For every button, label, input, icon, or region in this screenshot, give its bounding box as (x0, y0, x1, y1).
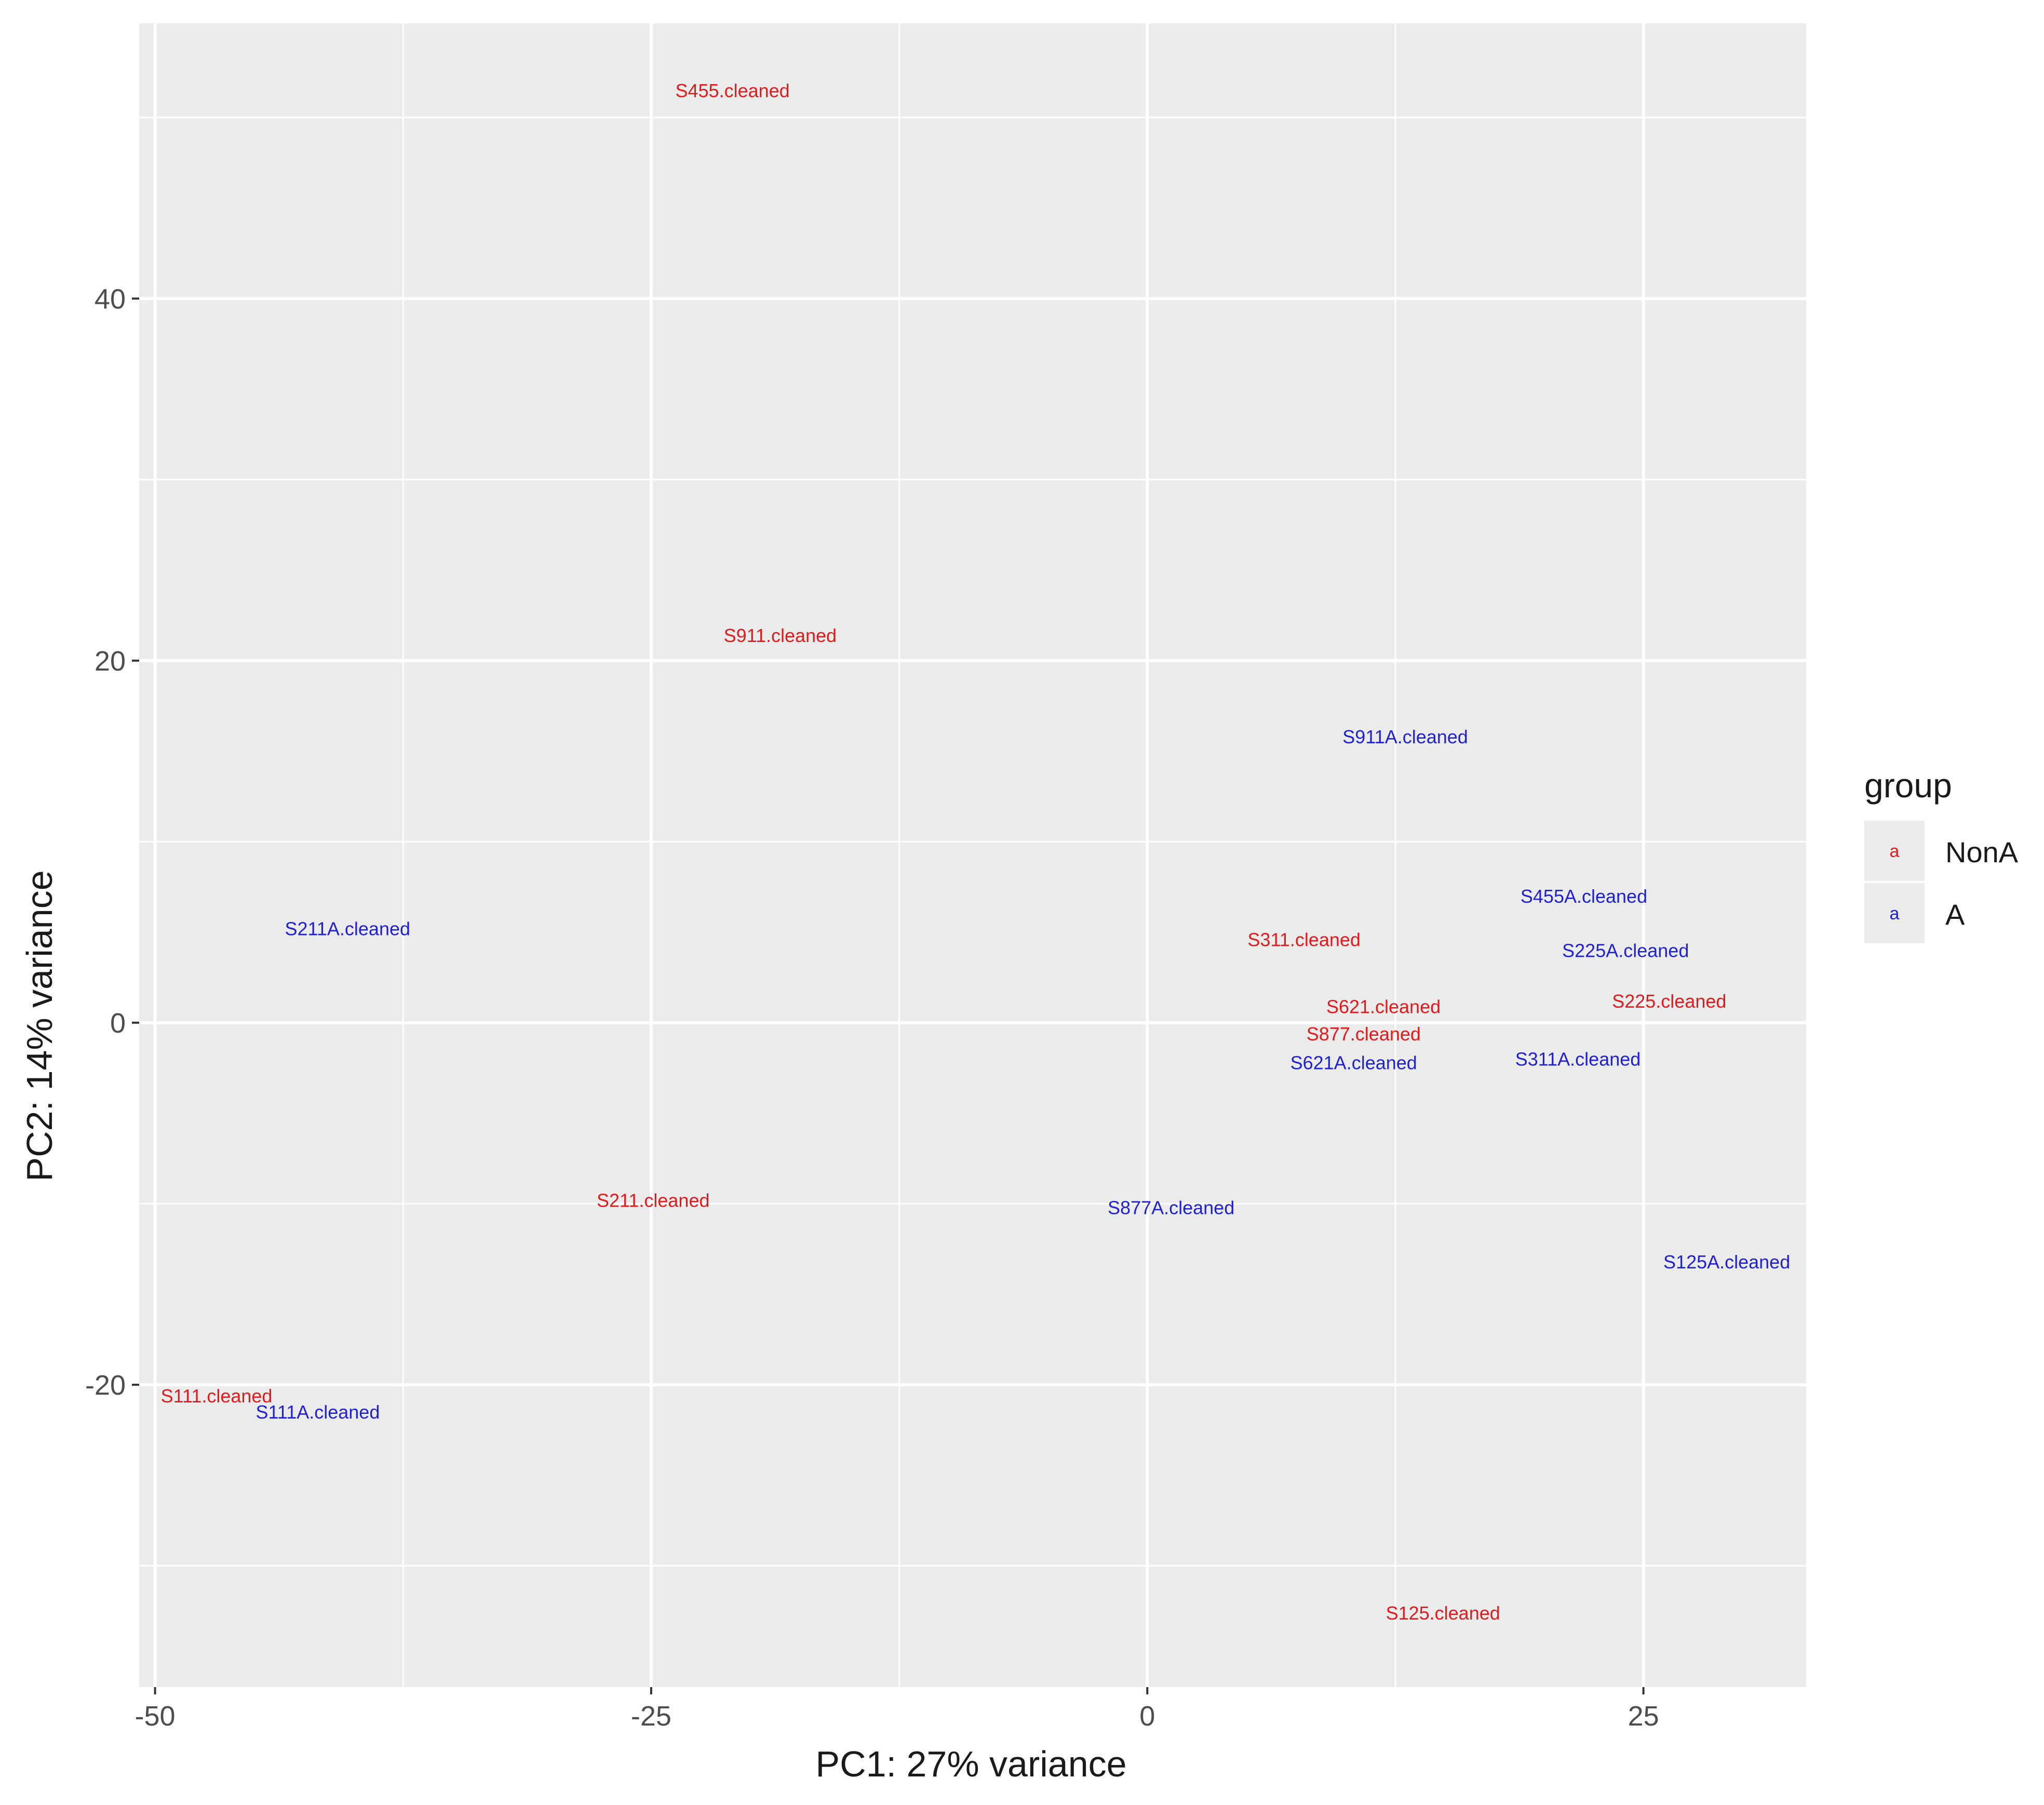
point-label-s911a-cleaned: S911A.cleaned (1342, 726, 1468, 747)
legend-title: group (1864, 766, 1952, 805)
point-label-s211-cleaned: S211.cleaned (597, 1189, 710, 1211)
y-tick-label: 40 (95, 284, 126, 315)
legend-key-a-bg (1864, 883, 1925, 943)
plot-panel (139, 23, 1806, 1687)
x-axis-title: PC1: 27% variance (815, 1744, 1126, 1784)
y-tick-label: 0 (110, 1008, 126, 1039)
x-tick-label: 0 (1139, 1701, 1155, 1732)
point-label-s125-cleaned: S125.cleaned (1386, 1602, 1500, 1624)
point-label-s211a-cleaned: S211A.cleaned (285, 918, 410, 940)
point-label-s125a-cleaned: S125A.cleaned (1663, 1251, 1790, 1273)
axis-ticks: -50 -25 0 25 -20 0 20 40 (85, 284, 1659, 1732)
x-tick-label: -25 (631, 1701, 671, 1732)
legend-label-nona: NonA (1945, 836, 2019, 868)
point-label-s455-cleaned: S455.cleaned (676, 80, 790, 101)
point-label-s111-cleaned: S111.cleaned (161, 1385, 273, 1407)
point-label-s911-cleaned: S911.cleaned (724, 625, 837, 646)
y-tick-label: 20 (95, 646, 126, 677)
legend-key-a-glyph: a (1890, 904, 1900, 924)
x-tick-label: -50 (135, 1701, 176, 1732)
legend-key-nona-bg (1864, 821, 1925, 881)
legend: group a NonA a A (1864, 766, 2019, 943)
point-labels: S455.cleaned S911.cleaned S911A.cleaned S21… (161, 80, 1791, 1624)
point-label-s877-cleaned: S877.cleaned (1307, 1023, 1421, 1045)
y-axis-title: PC2: 14% variance (19, 870, 60, 1181)
point-label-s621a-cleaned: S621A.cleaned (1290, 1052, 1417, 1074)
legend-key-nona-glyph: a (1890, 841, 1900, 861)
point-label-s311a-cleaned: S311A.cleaned (1515, 1049, 1641, 1070)
point-label-s111a-cleaned: S111A.cleaned (256, 1401, 380, 1423)
point-label-s621-cleaned: S621.cleaned (1326, 996, 1441, 1018)
y-tick-label: -20 (85, 1370, 126, 1401)
x-tick-label: 25 (1628, 1701, 1659, 1732)
point-label-s225-cleaned: S225.cleaned (1612, 991, 1726, 1012)
legend-label-a: A (1945, 898, 1965, 931)
major-gridlines (139, 23, 1806, 1687)
point-label-s225a-cleaned: S225A.cleaned (1562, 940, 1689, 961)
point-label-s455a-cleaned: S455A.cleaned (1521, 886, 1647, 907)
point-label-s877a-cleaned: S877A.cleaned (1108, 1197, 1234, 1218)
point-label-s311-cleaned: S311.cleaned (1247, 929, 1361, 951)
minor-gridlines (139, 23, 1806, 1687)
